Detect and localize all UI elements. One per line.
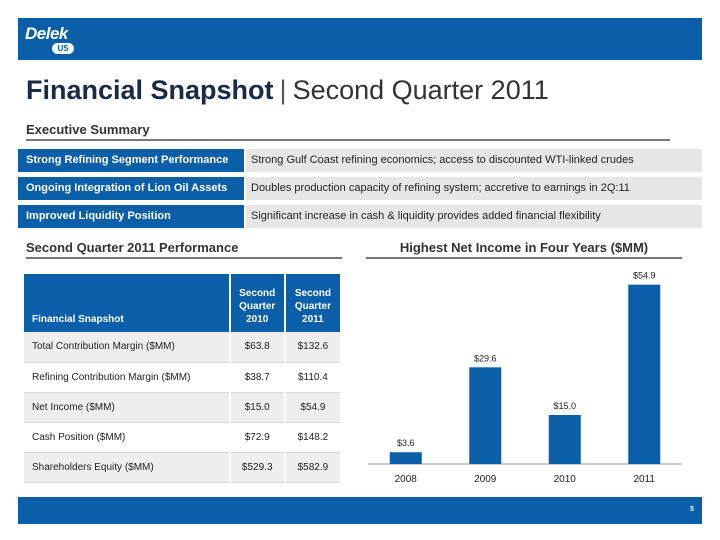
summary-description: Doubles production capacity of refining … <box>246 177 702 200</box>
row-value: $529.3 <box>228 452 285 484</box>
data-label-2009: $29.6 <box>474 353 497 363</box>
bar-2008 <box>389 452 422 464</box>
bar-2011 <box>628 284 661 464</box>
row-value: $54.9 <box>283 392 340 424</box>
row-label: Shareholders Equity ($MM) <box>24 452 230 484</box>
net-income-bar-chart: $3.6 2008 $29.6 2009 $15.0 2010 $54.9 2011 <box>368 271 682 485</box>
row-value: $110.4 <box>283 362 340 393</box>
performance-heading: Second Quarter 2011 Performance <box>26 240 342 259</box>
summary-description: Significant increase in cash & liquidity… <box>246 205 702 228</box>
table-row: Cash Position ($MM) $72.9 $148.2 <box>24 422 340 454</box>
financial-snapshot-table: Financial Snapshot Second Quarter 2010 S… <box>24 274 340 484</box>
table-row: Refining Contribution Margin ($MM) $38.7… <box>24 362 340 393</box>
row-value: $72.9 <box>228 422 285 454</box>
row-label: Refining Contribution Margin ($MM) <box>24 362 230 393</box>
title-main: Financial Snapshot <box>26 75 274 105</box>
summary-description: Strong Gulf Coast refining economics; ac… <box>246 149 702 172</box>
row-label: Cash Position ($MM) <box>24 422 230 454</box>
row-label: Total Contribution Margin ($MM) <box>24 332 230 363</box>
row-value: $63.8 <box>228 332 285 363</box>
row-value: $582.9 <box>283 452 340 484</box>
column-header: Second Quarter 2011 <box>283 274 340 332</box>
bar-2010 <box>548 415 581 464</box>
page-title: Financial Snapshot | Second Quarter 2011 <box>26 75 549 106</box>
title-separator: | <box>279 75 287 105</box>
row-label: Net Income ($MM) <box>24 392 230 424</box>
delek-logo: Delek US <box>25 24 95 54</box>
summary-label: Improved Liquidity Position <box>18 205 244 228</box>
bar-2009 <box>469 367 502 464</box>
x-tick-label-2011: 2011 <box>633 474 655 485</box>
row-value: $15.0 <box>228 392 285 424</box>
data-label-2010: $15.0 <box>553 401 576 411</box>
data-label-2008: $3.6 <box>397 438 415 448</box>
column-header: Second Quarter 2010 <box>228 274 285 332</box>
summary-row: Ongoing Integration of Lion Oil Assets D… <box>18 177 702 200</box>
table-row: Net Income ($MM) $15.0 $54.9 <box>24 392 340 424</box>
column-header: Financial Snapshot <box>24 274 230 332</box>
summary-row: Strong Refining Segment Performance Stro… <box>18 149 702 172</box>
table-row: Total Contribution Margin ($MM) $63.8 $1… <box>24 332 340 363</box>
row-value: $38.7 <box>228 362 285 393</box>
table-header-row: Financial Snapshot Second Quarter 2010 S… <box>24 274 340 332</box>
logo-wordmark: Delek <box>25 24 68 43</box>
x-tick-label-2008: 2008 <box>395 474 418 485</box>
title-sub: Second Quarter 2011 <box>292 75 549 105</box>
x-tick-label-2010: 2010 <box>554 474 577 485</box>
footer-bar: 5 <box>18 497 702 524</box>
row-value: $148.2 <box>283 422 340 454</box>
summary-label: Ongoing Integration of Lion Oil Assets <box>18 177 244 200</box>
logo-us-badge: US <box>52 43 74 54</box>
executive-summary-heading: Executive Summary <box>26 122 670 141</box>
net-income-heading: Highest Net Income in Four Years ($MM) <box>366 240 682 259</box>
summary-label: Strong Refining Segment Performance <box>18 149 244 172</box>
table-row: Shareholders Equity ($MM) $529.3 $582.9 <box>24 452 340 484</box>
row-value: $132.6 <box>283 332 340 363</box>
header-bar: Delek US <box>18 18 702 60</box>
page-number: 5 <box>690 506 694 513</box>
data-label-2011: $54.9 <box>633 271 656 281</box>
x-tick-label-2009: 2009 <box>474 474 497 485</box>
summary-row: Improved Liquidity Position Significant … <box>18 205 702 228</box>
